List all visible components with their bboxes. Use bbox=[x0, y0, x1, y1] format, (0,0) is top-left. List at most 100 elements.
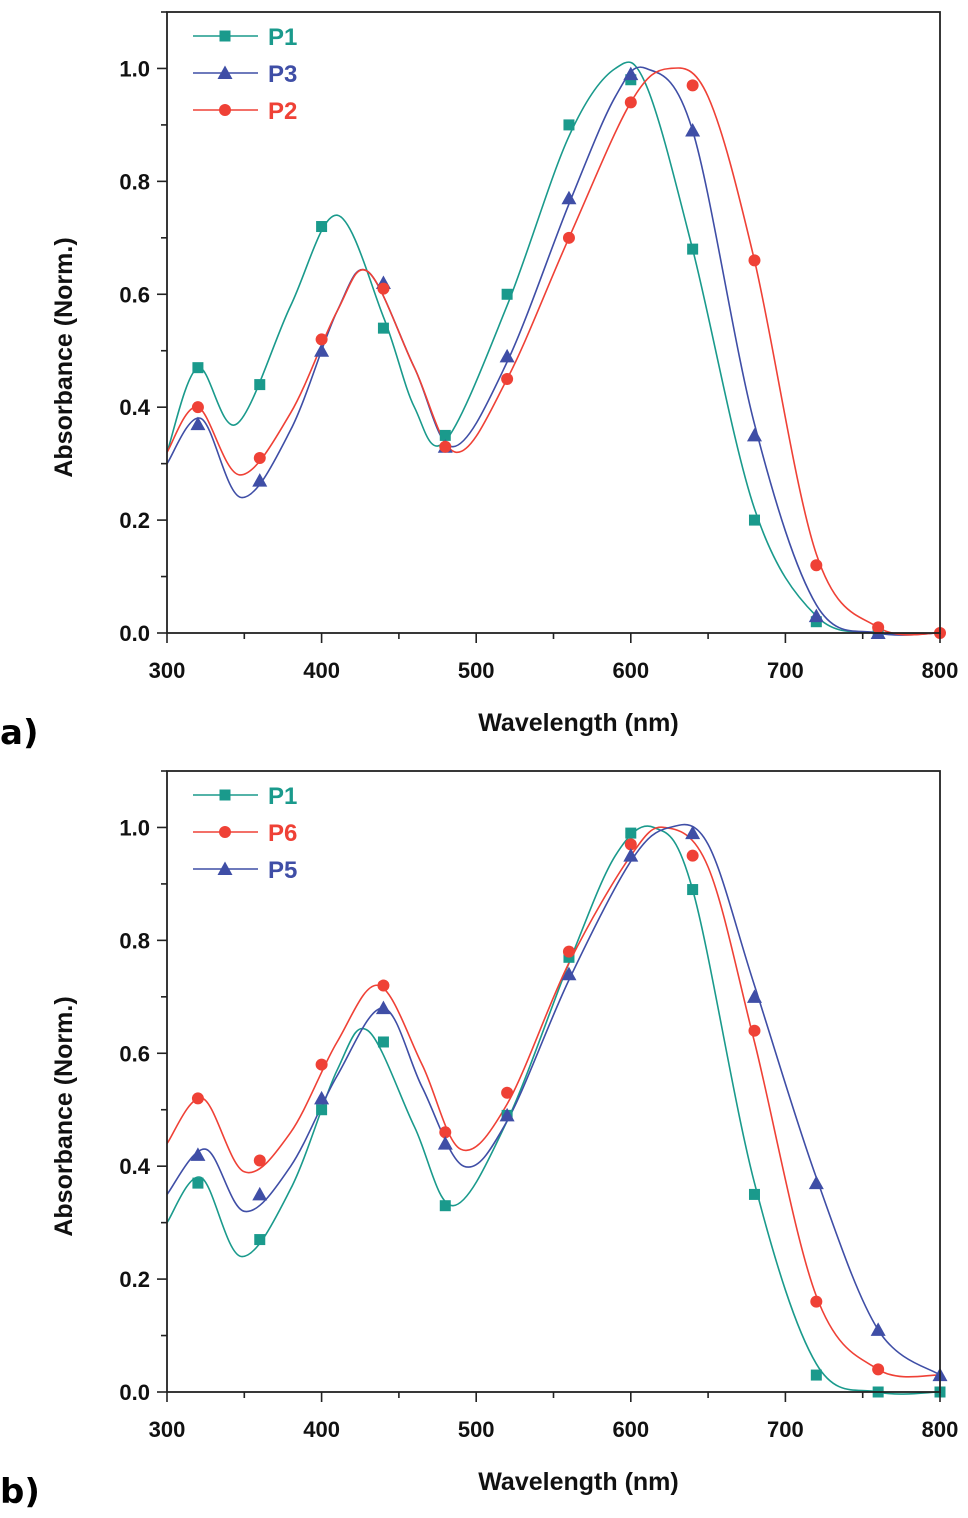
chart-b-point-p5 bbox=[685, 825, 701, 840]
chart-b-x-tick-label: 500 bbox=[458, 1417, 495, 1442]
chart-a-y-tick-label: 0.0 bbox=[119, 621, 150, 646]
chart-b-point-p6 bbox=[748, 1024, 761, 1037]
chart-b-point-p5 bbox=[499, 1107, 515, 1122]
chart-a-point-p2 bbox=[686, 79, 699, 92]
chart-a-point-p2 bbox=[315, 333, 328, 346]
chart-b-point-p6 bbox=[315, 1058, 328, 1071]
legend-marker bbox=[217, 861, 233, 875]
chart-a-point-p1 bbox=[439, 429, 451, 441]
chart-a-legend-item-p2: P2 bbox=[193, 98, 297, 125]
chart-b-point-p5 bbox=[375, 1000, 391, 1015]
chart-a-y-tick-label: 1.0 bbox=[119, 56, 150, 81]
chart-a-point-p3 bbox=[808, 608, 824, 623]
chart-b-point-p6 bbox=[253, 1154, 266, 1167]
chart-panel-a: 300 400 500 600 700 800 Wavelength (nm) 0.0 0.2 0… bbox=[0, 11, 959, 753]
chart-a-point-p1 bbox=[563, 119, 575, 131]
chart-a-point-p1 bbox=[748, 514, 760, 526]
chart-a-point-p3 bbox=[561, 190, 577, 205]
chart-a-point-p3 bbox=[252, 473, 268, 487]
chart-a-y-axis: 0.0 0.2 0.4 0.6 0.8 1.0 bbox=[119, 11, 167, 646]
chart-b-x-tick-label: 700 bbox=[767, 1417, 804, 1442]
chart-b-point-p6 bbox=[562, 945, 575, 958]
chart-a-x-tick-label: 400 bbox=[303, 658, 340, 683]
chart-b-legend-item-p6: P6 bbox=[193, 820, 297, 847]
chart-a-series-line-p2 bbox=[166, 67, 941, 636]
chart-b-point-p6 bbox=[872, 1363, 885, 1376]
chart-panel-b: 300 400 500 600 700 800 Wavelength (nm) 0.0 0.2 0… bbox=[0, 759, 968, 1518]
chart-a-y-tick-label: 0.6 bbox=[119, 282, 150, 307]
chart-a-point-p1 bbox=[254, 379, 266, 391]
chart-b-point-p1 bbox=[687, 884, 699, 896]
chart-a-legend: P1 P3 P2 bbox=[193, 24, 297, 125]
chart-b-x-axis-title: Wavelength (nm) bbox=[478, 1468, 678, 1496]
chart-a-panel-label: a) bbox=[0, 713, 38, 753]
chart-b-point-p5 bbox=[623, 848, 639, 862]
chart-b-point-p5 bbox=[808, 1175, 824, 1190]
chart-b-point-p6 bbox=[810, 1295, 823, 1308]
chart-a-x-axis: 300 400 500 600 700 800 bbox=[149, 633, 959, 683]
chart-b-curves bbox=[166, 823, 941, 1395]
chart-a-x-tick-label: 800 bbox=[922, 658, 959, 683]
chart-b-legend-item-p5: P5 bbox=[193, 857, 297, 884]
chart-b-point-p5 bbox=[870, 1322, 886, 1336]
chart-a-point-p3 bbox=[623, 66, 639, 81]
chart-a-point-p2 bbox=[810, 559, 823, 572]
chart-a-point-p2 bbox=[748, 254, 761, 267]
chart-a-point-p1 bbox=[501, 288, 513, 300]
chart-a-point-p2 bbox=[253, 451, 266, 464]
chart-b-point-p6 bbox=[686, 849, 699, 862]
chart-b-y-tick-label: 0.0 bbox=[119, 1380, 150, 1405]
legend-label: P3 bbox=[268, 61, 297, 88]
chart-b-series-line-p1 bbox=[166, 825, 941, 1395]
chart-a-curves bbox=[166, 61, 941, 636]
chart-a-point-p1 bbox=[316, 221, 328, 233]
chart-b-legend-item-p1: P1 bbox=[193, 783, 297, 810]
chart-a-y-axis-title: Absorbance (Norm.) bbox=[50, 237, 78, 477]
chart-b-y-tick-label: 0.6 bbox=[119, 1041, 150, 1066]
legend-label: P5 bbox=[268, 857, 297, 884]
chart-b-point-p6 bbox=[377, 979, 390, 992]
chart-b-point-p1 bbox=[748, 1188, 760, 1200]
chart-b-point-p5 bbox=[437, 1136, 453, 1150]
legend-marker bbox=[219, 789, 231, 801]
chart-b-y-tick-label: 1.0 bbox=[119, 815, 150, 840]
chart-a-point-p3 bbox=[190, 416, 206, 431]
chart-a-series-points-p2 bbox=[191, 79, 946, 639]
chart-b-x-axis: 300 400 500 600 700 800 bbox=[149, 1392, 958, 1442]
legend-marker bbox=[219, 826, 231, 838]
chart-b-point-p6 bbox=[624, 838, 637, 851]
chart-b-point-p5 bbox=[561, 966, 577, 981]
chart-a-x-tick-label: 600 bbox=[612, 658, 649, 683]
chart-a-point-p3 bbox=[314, 343, 330, 357]
chart-b-y-tick-label: 0.2 bbox=[119, 1267, 150, 1292]
chart-b-point-p5 bbox=[746, 989, 762, 1003]
legend-label: P1 bbox=[268, 783, 297, 810]
chart-a-point-p1 bbox=[192, 362, 204, 374]
chart-b-point-p1 bbox=[625, 827, 637, 839]
chart-a-point-p2 bbox=[872, 621, 885, 634]
chart-a-x-tick-label: 500 bbox=[458, 658, 495, 683]
chart-a-legend-item-p1: P1 bbox=[193, 24, 297, 51]
chart-b-x-tick-label: 300 bbox=[149, 1417, 186, 1442]
chart-b-y-tick-label: 0.4 bbox=[119, 1154, 150, 1179]
legend-label: P6 bbox=[268, 820, 297, 847]
chart-b-series-points-p5 bbox=[190, 825, 948, 1382]
chart-a-series-points-p3 bbox=[190, 66, 886, 639]
chart-a-x-tick-label: 300 bbox=[149, 658, 186, 683]
chart-b-series-line-p6 bbox=[166, 826, 941, 1378]
chart-a-series-line-p3 bbox=[166, 66, 941, 636]
chart-b-series-line-p5 bbox=[166, 823, 941, 1376]
chart-b-x-tick-label: 400 bbox=[303, 1417, 340, 1442]
chart-a-point-p1 bbox=[687, 243, 699, 255]
chart-a-point-p2 bbox=[501, 372, 514, 385]
chart-b-point-p1 bbox=[192, 1177, 204, 1189]
chart-b-point-p1 bbox=[439, 1200, 451, 1212]
legend-marker bbox=[219, 30, 231, 42]
chart-a-point-p2 bbox=[562, 231, 575, 244]
chart-a-point-p2 bbox=[439, 440, 452, 453]
chart-a-point-p2 bbox=[624, 96, 637, 109]
legend-marker bbox=[219, 104, 231, 116]
chart-b-point-p1 bbox=[254, 1234, 266, 1246]
